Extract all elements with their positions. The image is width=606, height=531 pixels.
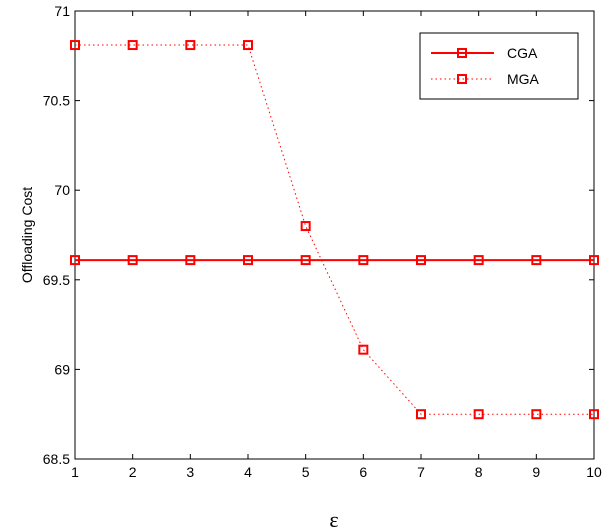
x-tick-label: 8 bbox=[475, 464, 483, 480]
data-point-mga bbox=[243, 40, 253, 51]
legend-marker-cga bbox=[457, 48, 467, 58]
data-point-cga bbox=[185, 255, 196, 266]
data-point-mga bbox=[473, 409, 484, 420]
data-point-mga bbox=[358, 344, 369, 355]
x-tick-label: 5 bbox=[302, 464, 310, 480]
x-tick-label: 3 bbox=[186, 464, 194, 480]
x-tick-label: 7 bbox=[417, 464, 425, 480]
data-point-cga bbox=[589, 255, 599, 266]
legend-box bbox=[419, 32, 579, 100]
x-tick-label: 10 bbox=[586, 464, 602, 480]
data-point-mga bbox=[416, 409, 426, 420]
axis-ticks: 1 2 3 4 5 6 7 8 9 10 68.5 69 69.5 70 70.5 71 bbox=[43, 3, 602, 480]
data-point-cga bbox=[127, 255, 138, 266]
legend-label-cga: CGA bbox=[507, 45, 538, 61]
legend-marker-mga bbox=[457, 74, 467, 84]
legend: CGA MGA bbox=[419, 32, 579, 100]
legend-item-cga: CGA bbox=[431, 45, 538, 61]
data-point-mga bbox=[531, 409, 542, 420]
data-point-cga bbox=[473, 255, 484, 266]
x-tick-label: 2 bbox=[129, 464, 137, 480]
y-tick-label: 70.5 bbox=[43, 93, 70, 109]
legend-item-mga: MGA bbox=[431, 71, 540, 87]
data-point-cga bbox=[358, 255, 369, 266]
data-point-mga bbox=[185, 40, 196, 51]
legend-label-mga: MGA bbox=[507, 71, 540, 87]
data-point-cga bbox=[243, 255, 253, 266]
y-axis-label: Offloading Cost bbox=[19, 187, 35, 283]
x-tick-label: 6 bbox=[359, 464, 367, 480]
data-point-cga bbox=[416, 255, 426, 266]
x-tick-label: 4 bbox=[244, 464, 252, 480]
data-point-mga bbox=[300, 221, 311, 232]
series-layer bbox=[70, 40, 599, 420]
x-tick-label: 1 bbox=[71, 464, 79, 480]
y-tick-label: 69 bbox=[54, 361, 70, 377]
y-tick-label: 71 bbox=[54, 3, 70, 19]
data-point-cga bbox=[531, 255, 542, 266]
data-point-mga bbox=[127, 40, 138, 51]
series-line-mga bbox=[75, 44, 594, 415]
y-tick-label: 70 bbox=[54, 182, 70, 198]
series-mga bbox=[70, 40, 599, 420]
series-cga bbox=[70, 255, 599, 266]
data-point-cga bbox=[70, 255, 80, 266]
data-point-mga bbox=[589, 409, 599, 420]
x-tick-label: 9 bbox=[532, 464, 540, 480]
data-point-cga bbox=[300, 255, 311, 266]
data-point-mga bbox=[70, 40, 80, 51]
x-axis-label: ε bbox=[329, 507, 338, 531]
y-tick-label: 68.5 bbox=[43, 451, 70, 467]
y-tick-label: 69.5 bbox=[43, 272, 70, 288]
